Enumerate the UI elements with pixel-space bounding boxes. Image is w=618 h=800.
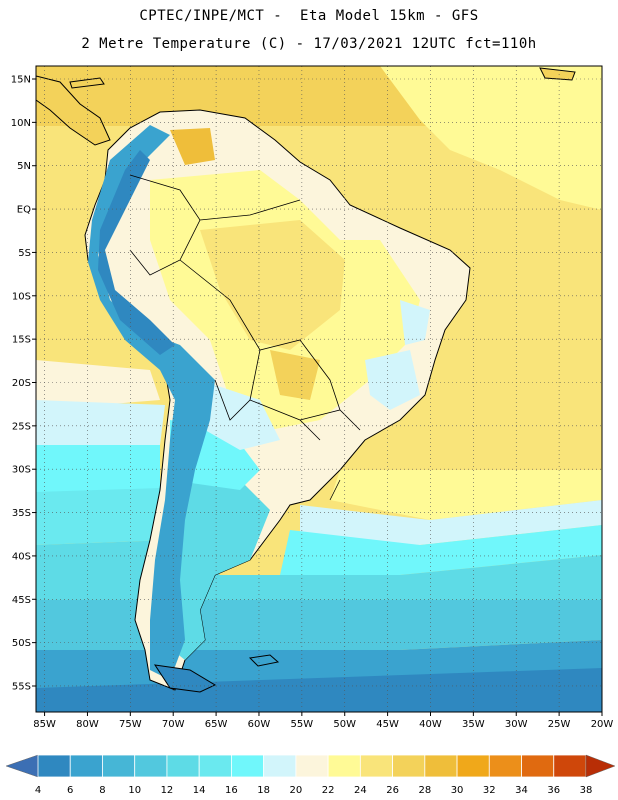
highland-cool-1: [400, 300, 430, 345]
lon-label: 45W: [376, 719, 399, 730]
lat-label: 45S: [12, 595, 31, 606]
colorbar-cell: [166, 754, 200, 778]
highland-cool-2: [365, 350, 420, 410]
lon-label: 50W: [333, 719, 356, 730]
country-borders: [129, 174, 361, 441]
ocean-band-16: [36, 488, 170, 545]
colorbar-label: 24: [354, 785, 367, 796]
lat-label: 10S: [12, 291, 31, 302]
venezuela-hot: [170, 128, 215, 165]
andes-very-cold: [98, 150, 175, 355]
lon-label: 80W: [76, 719, 99, 730]
uruguay-border: [329, 479, 341, 501]
colorbar-cell: [198, 754, 232, 778]
colorbar-cell: [488, 754, 522, 778]
colorbar-label: 14: [193, 785, 206, 796]
colorbar-cell: [392, 754, 426, 778]
ocean-band-18: [36, 445, 160, 495]
colorbar-cell: [553, 754, 587, 778]
colorbar-label: 8: [99, 785, 105, 796]
lon-label: 35W: [462, 719, 485, 730]
colorbar-label: 18: [257, 785, 270, 796]
lon-label: 40W: [419, 719, 442, 730]
lon-label: 70W: [162, 719, 185, 730]
colorbar-cell: [456, 754, 490, 778]
patagonia-14: [160, 470, 270, 660]
longitude-labels: 85W 80W 75W 70W 65W 60W 55W 50W 45W 40W 35W 30W 25W 2…: [33, 712, 613, 730]
colorbar-label: 16: [225, 785, 238, 796]
colorbar-cell: [424, 754, 458, 778]
ocean-band-20-atlantic: [300, 500, 602, 545]
colorbar-label: 36: [547, 785, 560, 796]
lon-label: 30W: [505, 719, 528, 730]
colorbar-label: 12: [161, 785, 174, 796]
chart-title-line2: 2 Metre Temperature (C) - 17/03/2021 12U…: [81, 36, 537, 52]
lat-label: 50S: [12, 638, 31, 649]
colorbar-label: 22: [322, 785, 335, 796]
lat-label: 40S: [12, 551, 31, 562]
ocean-band-24-north: [380, 66, 602, 210]
chart-title-line1: CPTEC/INPE/MCT - Eta Model 15km - GFS: [139, 8, 479, 24]
colorbar-label: 28: [418, 785, 431, 796]
lat-label: 35S: [12, 508, 31, 519]
lon-label: 85W: [33, 719, 56, 730]
colorbar-arrow-high: [585, 754, 616, 778]
ocean-band-24-atlantic: [330, 470, 602, 520]
colorbar-cell: [359, 754, 393, 778]
colorbar-label: 38: [580, 785, 593, 796]
latitude-labels: 15N 10N 5N EQ 5S 10S 15S 20S 25S 30S 35S 40S 45S 50S 5…: [11, 75, 36, 692]
lon-label: 60W: [248, 719, 271, 730]
lat-label: 15S: [12, 335, 31, 346]
colorbar: 4 6 8 10 12 14 16 18 20 22 24 26 28 30 32 34 36 38: [5, 754, 616, 796]
tierra-del-fuego: [153, 664, 217, 693]
lat-label: 30S: [12, 465, 31, 476]
temperature-map: 15N 10N 5N EQ 5S 10S 15S 20S 25S 30S 35S 40S 45S 50S 5…: [11, 65, 613, 730]
colorbar-label: 34: [515, 785, 528, 796]
lat-label: 55S: [12, 681, 31, 692]
lat-label: 10N: [11, 118, 31, 129]
lat-label: EQ: [17, 205, 31, 216]
colorbar-cell: [134, 754, 168, 778]
lat-label: 25S: [12, 421, 31, 432]
colorbar-cell: [69, 754, 103, 778]
colorbar-label: 10: [128, 785, 141, 796]
ocean-band-20: [36, 400, 165, 445]
colorbar-label: 26: [386, 785, 399, 796]
colorbar-arrow-low: [5, 754, 39, 778]
central-america: [36, 75, 111, 146]
colorbar-cell: [37, 754, 71, 778]
lon-label: 25W: [548, 719, 571, 730]
lat-label: 20S: [12, 378, 31, 389]
ocean-band-pacific: [36, 300, 150, 370]
lon-label: 65W: [205, 719, 228, 730]
colorbar-label: 30: [451, 785, 464, 796]
colorbar-cell: [231, 754, 265, 778]
ocean-band-6: [36, 668, 602, 712]
colorbar-label: 4: [35, 785, 41, 796]
interior-warm-28: [270, 350, 320, 400]
colorbar-label: 6: [67, 785, 73, 796]
colorbar-cell: [102, 754, 136, 778]
ocean-band-18-atlantic: [280, 525, 602, 575]
lat-label: 5N: [17, 161, 31, 172]
colorbar-label: 32: [483, 785, 496, 796]
colorbar-cell: [327, 754, 361, 778]
caribbean-island-2: [539, 67, 576, 81]
map-frame: [35, 65, 603, 713]
lat-label: 15N: [11, 75, 31, 86]
falkland-islands: [248, 654, 280, 667]
colorbar-cell: [521, 754, 555, 778]
lon-label: 75W: [119, 719, 142, 730]
lon-label: 55W: [291, 719, 314, 730]
colorbar-label: 20: [290, 785, 303, 796]
argentina-20: [200, 380, 280, 450]
colorbar-cell: [263, 754, 297, 778]
lat-label: 5S: [18, 248, 31, 259]
andes-cold: [88, 125, 215, 680]
caribbean-island: [69, 77, 105, 89]
ocean-band-22: [36, 360, 160, 410]
lon-label: 20W: [591, 719, 614, 730]
colorbar-cell: [295, 754, 329, 778]
